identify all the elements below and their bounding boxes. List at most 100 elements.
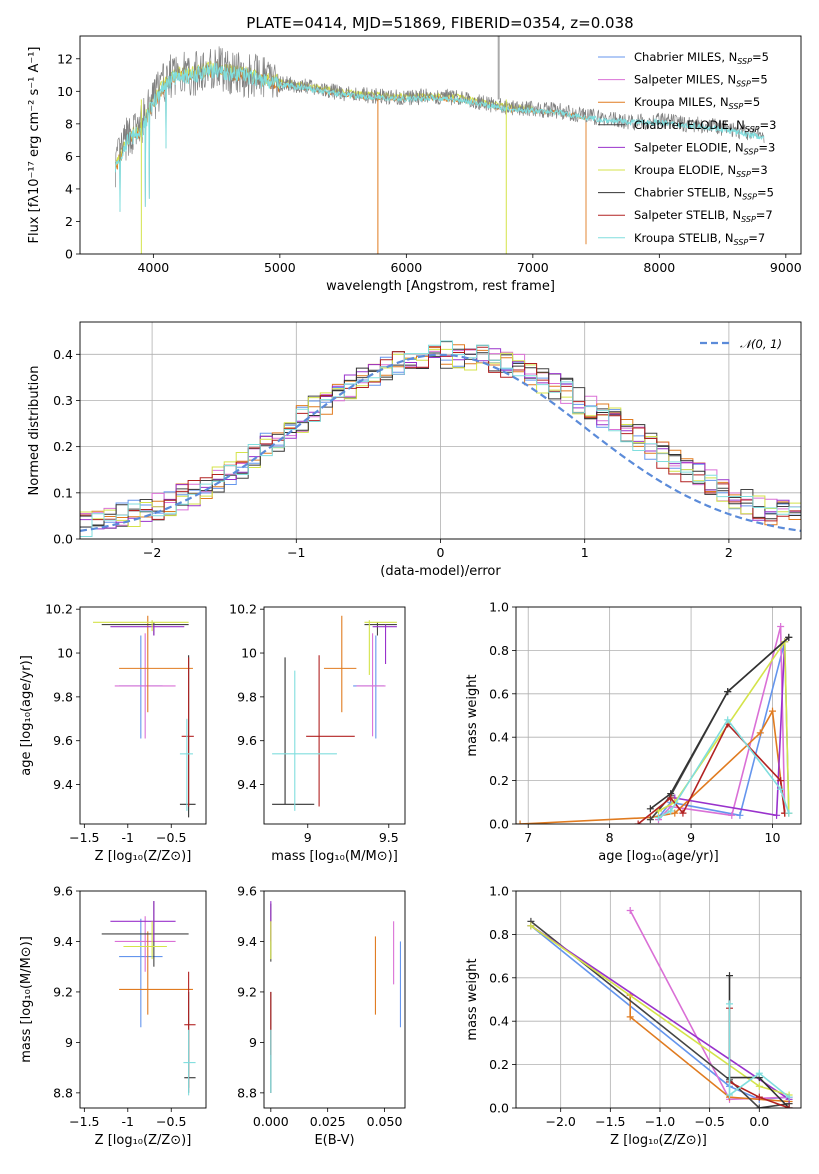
x-tick-label: 0.025 [310, 1114, 346, 1129]
age-vs-mass-plot-area [272, 615, 397, 811]
x-tick-label: 0 [437, 545, 445, 560]
age-vs-mass-panel: 9 9.5 9.4 9.6 9.8 10 10.2 mass [log₁₀(M/M⊙)] [229, 602, 406, 864]
weight-point-marker [726, 1000, 734, 1008]
y-tick-label: 0.3 [53, 393, 73, 408]
x-tick-label: 0.000 [253, 1114, 289, 1129]
x-tick-label: −1.5 [595, 1114, 625, 1129]
weight-point-marker [626, 1013, 634, 1021]
y-tick-label: 10.2 [45, 602, 73, 617]
y-tick-label: 9.4 [237, 777, 257, 792]
y-tick-label: 0.8 [489, 927, 509, 942]
y-tick-label: 9.4 [53, 934, 73, 949]
weight-point-marker [516, 820, 524, 824]
x-tick-label: 10 [765, 830, 781, 845]
weight-point-marker [724, 688, 732, 696]
y-tick-label: 0 [65, 247, 73, 262]
weight-series-line [728, 1003, 790, 1098]
x-tick-label: 6000 [390, 260, 422, 275]
weight-series-line [520, 708, 786, 824]
y-tick-label: 9.2 [237, 984, 257, 999]
mass-weight-vs-age-plot-area [516, 623, 793, 824]
mass-vs-ebv-plot-area [270, 901, 402, 1093]
x-tick-label: 9000 [770, 260, 802, 275]
x-axis-label: mass [log₁₀(M/M⊙)] [271, 849, 398, 864]
weight-point-marker [755, 1082, 763, 1090]
x-axis-label: age [log₁₀(age/yr)] [598, 849, 719, 864]
weight-point-marker [756, 729, 764, 737]
axes-frame [515, 890, 802, 1109]
spectrum-model-line [114, 62, 765, 212]
axes-frame [79, 606, 207, 825]
y-tick-label: 0.2 [53, 439, 73, 454]
weight-point-marker [777, 777, 785, 785]
mass-weight-vs-Z-plot-area [527, 907, 793, 1108]
y-tick-label: 10.2 [229, 602, 257, 617]
y-tick-label: 2 [65, 214, 73, 229]
weight-point-marker [736, 811, 744, 819]
spectrum-panel: 4000 5000 6000 7000 8000 9000 0 2 4 6 8 10 12 wavelen… [27, 35, 802, 294]
axes-frame [79, 321, 802, 540]
x-axis-label: wavelength [Angstrom, rest frame] [326, 279, 555, 294]
x-tick-label: 9 [304, 830, 312, 845]
legend-entry-label: 𝒩(0, 1) [740, 337, 782, 351]
x-tick-label: −2.0 [546, 1114, 576, 1129]
x-tick-label: 0.0 [749, 1114, 769, 1129]
y-tick-label: 10 [241, 646, 257, 661]
weight-point-marker [785, 633, 793, 641]
x-tick-label: 8000 [643, 260, 675, 275]
weight-series-line [637, 722, 786, 824]
y-tick-label: 0.6 [489, 970, 509, 985]
weight-point-marker [726, 1091, 734, 1099]
weight-point-marker [785, 1104, 793, 1108]
y-tick-label: 0.4 [489, 1014, 509, 1029]
x-tick-label: -1 [122, 1114, 134, 1129]
y-tick-label: 0.8 [489, 643, 509, 658]
axes-frame [515, 606, 802, 825]
spectrum-plot-area [114, 36, 765, 254]
legend-entry-label: Salpeter ELODIE, NSSP=3 [634, 140, 775, 156]
legend-entry-label: Chabrier ELODIE, NSSP=3 [634, 118, 776, 134]
weight-point-marker [667, 807, 675, 815]
y-tick-label: 0.1 [53, 485, 73, 500]
y-tick-label: 8 [65, 116, 73, 131]
y-tick-label: 0.0 [489, 1101, 509, 1116]
weight-series-line [530, 925, 790, 1100]
residuals-plot-area [80, 340, 801, 537]
x-axis-label: Z [log₁₀(Z/Z⊙)] [95, 849, 192, 864]
y-tick-label: 9.6 [237, 733, 257, 748]
weight-point-marker [785, 809, 793, 817]
y-tick-label: 0.4 [53, 347, 73, 362]
y-axis-label: age [log₁₀(age/yr)] [19, 655, 34, 776]
x-tick-label: 9 [687, 830, 695, 845]
axes-frame [263, 890, 406, 1109]
x-axis-label: E(B-V) [314, 1133, 354, 1148]
legend-entry-label: Chabrier MILES, NSSP=5 [634, 50, 769, 66]
mass-vs-Z-panel: −1.5 -1 −0.5 8.8 9 9.2 9.4 9.6 Z [log₁₀(Z/Z⊙)] ma… [19, 884, 207, 1148]
weight-point-marker [773, 811, 781, 819]
y-tick-label: 1.0 [489, 884, 509, 899]
y-tick-label: 0.6 [489, 686, 509, 701]
mass-weight-vs-age-panel: 7 8 9 10 0.0 0.2 0.4 0.6 0.8 1.0 age [log₁₀(age/yr… [465, 600, 802, 864]
y-tick-label: 8.8 [53, 1085, 73, 1100]
y-tick-label: 0.0 [489, 817, 509, 832]
weight-series-line [649, 636, 790, 810]
x-tick-label: −0.5 [156, 830, 186, 845]
age-vs-Z-plot-area [93, 615, 196, 818]
histogram-series [80, 340, 801, 537]
weight-point-marker [769, 707, 776, 715]
weight-point-marker [646, 805, 654, 813]
y-tick-label: 1.0 [489, 600, 509, 615]
y-axis-label: Normed distribution [27, 366, 42, 496]
weight-point-marker [755, 1069, 763, 1077]
residuals-panel: −2 −1 0 1 2 0.0 0.1 0.2 0.3 0.4 (data-model)/error… [27, 321, 802, 579]
x-tick-label: 0.050 [367, 1114, 403, 1129]
weight-point-marker [777, 785, 785, 793]
y-tick-label: 0.2 [489, 773, 509, 788]
weight-point-marker [671, 809, 679, 817]
y-axis-label: mass weight [465, 958, 480, 1040]
legend-entry-label: Salpeter STELIB, NSSP=7 [634, 208, 773, 224]
x-axis-label: Z [log₁₀(Z/Z⊙)] [95, 1133, 192, 1148]
y-tick-label: 0.4 [489, 730, 509, 745]
